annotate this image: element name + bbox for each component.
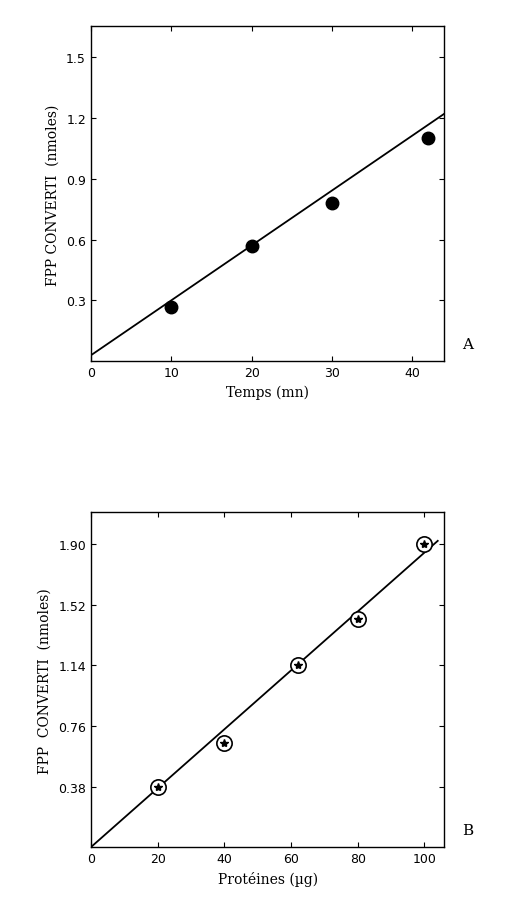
- Y-axis label: FPP CONVERTI  (nmoles): FPP CONVERTI (nmoles): [45, 104, 59, 285]
- Y-axis label: FPP  CONVERTI  (nmoles): FPP CONVERTI (nmoles): [37, 587, 51, 773]
- X-axis label: Temps (mn): Temps (mn): [226, 385, 309, 400]
- X-axis label: Protéines (µg): Protéines (µg): [218, 871, 318, 885]
- Text: B: B: [462, 824, 473, 837]
- Text: A: A: [462, 338, 473, 352]
